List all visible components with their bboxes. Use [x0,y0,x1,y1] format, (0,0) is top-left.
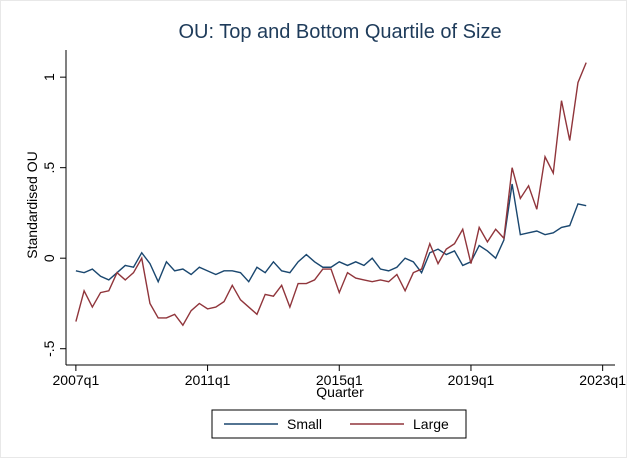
x-axis-title: Quarter [316,384,364,400]
x-tick-label: 2011q1 [185,372,231,388]
x-tick-label: 2019q1 [448,372,495,388]
y-tick-label: 0 [41,254,57,262]
x-tick-label: 2007q1 [53,372,100,388]
y-tick-label: -.5 [41,340,57,357]
y-tick-label: .5 [41,162,57,174]
x-tick-label: 2023q1 [579,372,626,388]
legend-label: Large [413,416,449,432]
y-axis-title: Standardised OU [24,151,40,258]
series-line [75,183,587,284]
legend-label: Small [287,416,322,432]
chart-title: OU: Top and Bottom Quartile of Size [178,21,501,43]
series-line [75,62,587,327]
x-tick-label: 2015q1 [316,372,363,388]
y-tick-label: 1 [41,73,57,81]
